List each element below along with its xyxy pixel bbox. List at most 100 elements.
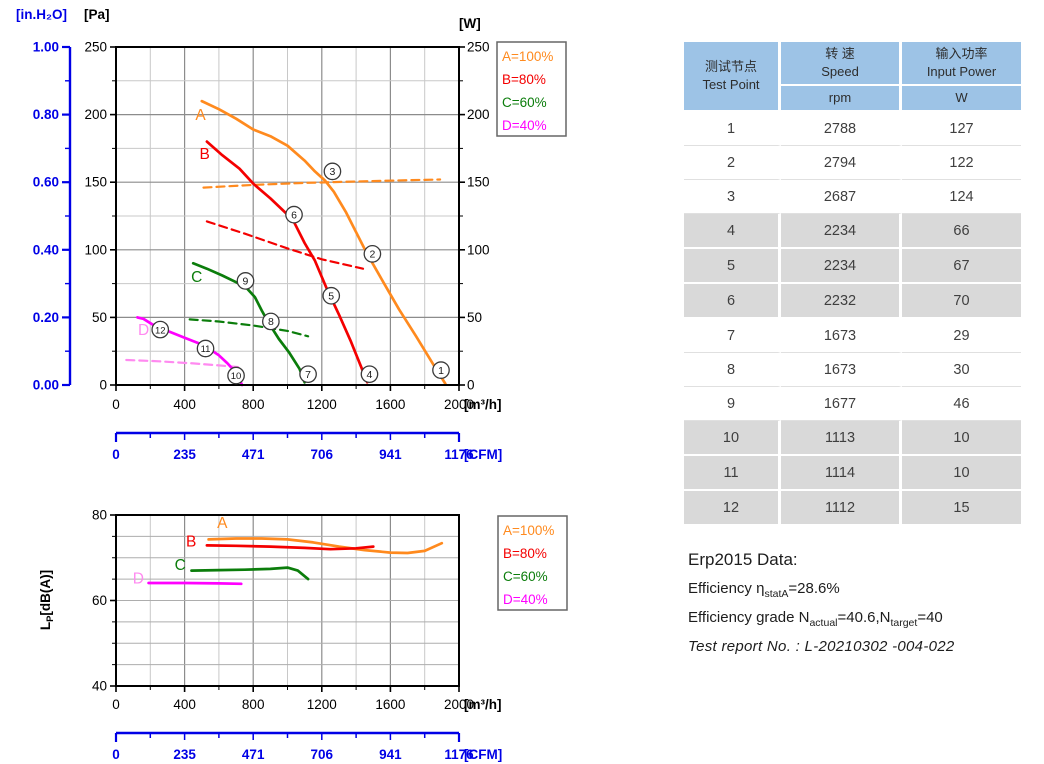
cell-power: 46 (902, 387, 1021, 421)
table-row: 6 2232 70 (684, 284, 1021, 319)
legend-item: A=100% (503, 523, 554, 538)
header-speed-unit: rpm (781, 86, 902, 112)
curve-D-noise (147, 581, 243, 586)
table-row: 3 2687 124 (684, 180, 1021, 214)
x-tick-label: 2000 (444, 697, 474, 712)
x-tick-label: 1200 (307, 697, 337, 712)
table-row: 12 1112 15 (684, 491, 1021, 526)
db-tick-label: 80 (92, 508, 107, 523)
pressure-airflow-chart: 0501001502002500501001502002501.000.800.… (16, 7, 567, 462)
x-tick-label: 1200 (307, 397, 337, 412)
x-unit-label: [m³/h] (464, 397, 502, 412)
curve-B-power-dashed (205, 220, 365, 270)
erp-eff-sub: statA (764, 588, 789, 600)
erp-grade-n2: N (879, 609, 891, 626)
table-row: 10 1113 10 (684, 421, 1021, 456)
cell-speed: 2788 (781, 112, 902, 146)
cfm-tick-label: 941 (379, 747, 402, 762)
table-row: 1 2788 127 (684, 112, 1021, 146)
erp-eff-value: =28.6% (788, 580, 840, 597)
test-point-marker-number: 4 (367, 369, 373, 381)
header-input-power-en: Input Power (926, 64, 997, 79)
test-point-marker (151, 320, 170, 339)
x-tick-label: 800 (242, 397, 265, 412)
w-tick-label: 50 (467, 310, 482, 325)
test-point-marker-number: 7 (305, 369, 311, 381)
cell-point: 11 (684, 456, 781, 491)
curve-label-B: B (200, 146, 210, 163)
erp-efficiency-line: Efficiency ηstatA=28.6% (688, 580, 1034, 600)
curve-label-C: C (175, 557, 186, 574)
test-point-marker (285, 205, 303, 224)
cell-point: 4 (684, 214, 781, 249)
cell-point: 6 (684, 284, 781, 319)
erp-grade-n1: N (798, 609, 810, 626)
header-speed-zh: 转 速 (825, 46, 855, 62)
table-row: 8 1673 30 (684, 353, 1021, 387)
erp-eff-prefix: Efficiency η (688, 580, 765, 597)
cell-point: 1 (684, 112, 781, 146)
cell-speed: 1113 (781, 421, 902, 456)
erp-grade-prefix: Efficiency grade (688, 609, 799, 626)
test-point-marker-number: 8 (268, 316, 274, 328)
x-tick-label: 0 (112, 697, 120, 712)
inh2o-tick-label: 0.00 (33, 378, 59, 393)
curve-D-40% (136, 316, 244, 387)
cell-power: 10 (902, 456, 1021, 491)
x-unit-label: [m³/h] (464, 697, 502, 712)
performance-charts: 0501001502002500501001502002501.000.800.… (16, 7, 568, 762)
test-point-marker (360, 365, 379, 384)
header-input-power-zh: 输入功率 (935, 46, 988, 62)
cell-power: 15 (902, 491, 1021, 526)
test-point-marker (236, 272, 255, 290)
legend-item: D=40% (503, 592, 548, 607)
db-tick-label: 60 (92, 593, 107, 608)
cfm-tick-label: 941 (379, 447, 402, 462)
x-tick-label: 0 (112, 397, 120, 412)
test-point-marker (227, 366, 245, 385)
cell-point: 2 (684, 146, 781, 180)
header-test-point: 测试节点 Test Point (684, 42, 781, 112)
x-tick-label: 1600 (375, 397, 405, 412)
header-speed: 转 速 Speed (781, 42, 902, 86)
cell-point: 8 (684, 353, 781, 387)
curve-C-60% (191, 261, 306, 384)
w-tick-label: 150 (467, 175, 490, 190)
legend-item: B=80% (503, 546, 547, 561)
test-point-marker-number: 11 (201, 344, 211, 355)
cfm-unit-label: [CFM] (464, 447, 502, 462)
header-power-unit: W (902, 86, 1021, 112)
cfm-tick-label: 471 (242, 747, 265, 762)
table-row: 7 1673 29 (684, 319, 1021, 353)
pa-tick-label: 200 (84, 107, 107, 122)
noise-airflow-chart: 40 60 80 LP[dB(A)] 0 400 800 1200 1600 2000[m³/h]… (38, 508, 568, 762)
header-speed-en: Speed (821, 64, 859, 79)
pa-tick-label: 150 (84, 175, 107, 190)
test-point-marker-number: 5 (328, 290, 334, 302)
cell-point: 7 (684, 319, 781, 353)
cell-speed: 2232 (781, 284, 902, 319)
cfm-tick-label: 0 (112, 447, 120, 462)
cfm-tick-label: 235 (173, 447, 196, 462)
legend-box (496, 41, 567, 137)
inh2o-tick-label: 0.80 (33, 107, 59, 122)
curve-A-100% (200, 99, 447, 385)
cell-point: 12 (684, 491, 781, 526)
test-point-marker (196, 339, 215, 358)
table-row: 9 1677 46 (684, 387, 1021, 421)
test-point-marker-number: 9 (243, 276, 249, 288)
table-row: 2 2794 122 (684, 146, 1021, 180)
curve-label-B: B (186, 534, 196, 551)
cell-point: 10 (684, 421, 781, 456)
test-point-marker-number: 1 (438, 365, 444, 377)
test-point-marker-number: 6 (291, 209, 297, 221)
inh2o-tick-label: 0.20 (33, 310, 59, 325)
cell-power: 30 (902, 353, 1021, 387)
cell-power: 66 (902, 214, 1021, 249)
db-tick-label: 40 (92, 679, 107, 694)
erp-grade-value: =40 (917, 609, 943, 626)
pa-tick-label: 100 (84, 242, 107, 257)
erp-data-block: Erp2015 Data: Efficiency ηstatA=28.6% Ef… (688, 550, 1034, 655)
cell-power: 67 (902, 249, 1021, 284)
